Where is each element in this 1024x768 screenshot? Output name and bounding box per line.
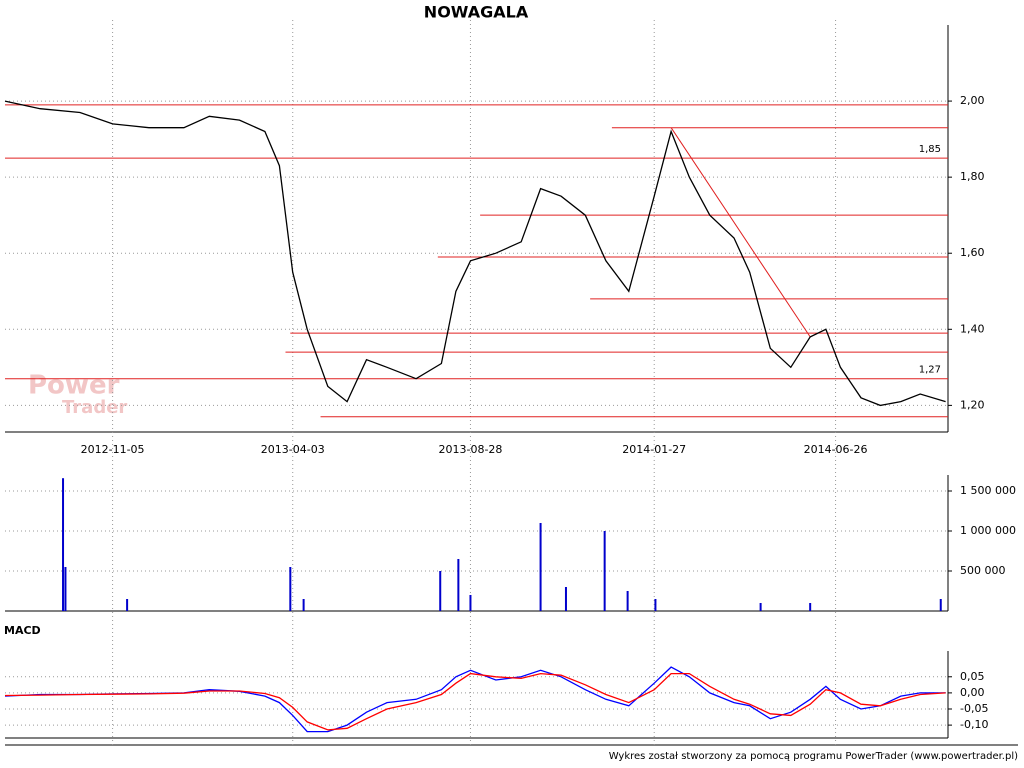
y-tick-label: 1 500 000: [960, 484, 1016, 497]
series-line: [4, 672, 946, 731]
volume-bar: [289, 567, 292, 611]
y-tick-label: -0,10: [960, 718, 988, 731]
panel-label: MACD: [4, 624, 41, 637]
volume-bar: [64, 567, 67, 611]
y-tick-label: 1,80: [960, 170, 985, 183]
y-tick-label: -0,05: [960, 702, 988, 715]
level-label: 1,85: [919, 144, 941, 155]
chart-title: NOWAGALA: [424, 3, 529, 22]
volume-bar: [626, 591, 629, 611]
x-tick-label: 2014-01-27: [622, 443, 686, 456]
y-tick-label: 1 000 000: [960, 524, 1016, 537]
footer: Wykres został stworzony za pomocą progra…: [609, 751, 1018, 762]
volume-bar: [939, 599, 942, 611]
x-tick-label: 2013-04-03: [261, 443, 325, 456]
volume-bar: [809, 603, 812, 611]
volume-bar: [302, 599, 305, 611]
volume-bar: [126, 599, 129, 611]
y-tick-label: 0,05: [960, 670, 985, 683]
watermark: Power: [28, 371, 120, 401]
y-tick-label: 0,00: [960, 686, 985, 699]
x-tick-label: 2012-11-05: [81, 443, 145, 456]
x-tick-label: 2014-06-26: [804, 443, 868, 456]
y-tick-label: 2,00: [960, 94, 985, 107]
volume-bar: [439, 571, 442, 611]
volume-bar: [603, 531, 606, 611]
volume-bar: [469, 595, 472, 611]
volume-bar: [654, 599, 657, 611]
x-tick-label: 2013-08-28: [438, 443, 502, 456]
watermark: Trader: [62, 397, 127, 418]
volume-bar: [564, 587, 567, 611]
volume-bar: [457, 559, 460, 611]
y-tick-label: 500 000: [960, 564, 1006, 577]
volume-bar: [62, 478, 65, 611]
y-tick-label: 1,60: [960, 246, 985, 259]
y-tick-label: 1,40: [960, 322, 985, 335]
volume-bar: [539, 523, 542, 611]
series-line: [4, 100, 946, 407]
trend-line: [670, 127, 811, 338]
level-label: 1,27: [919, 365, 941, 376]
y-tick-label: 1,20: [960, 398, 985, 411]
volume-bar: [759, 603, 762, 611]
